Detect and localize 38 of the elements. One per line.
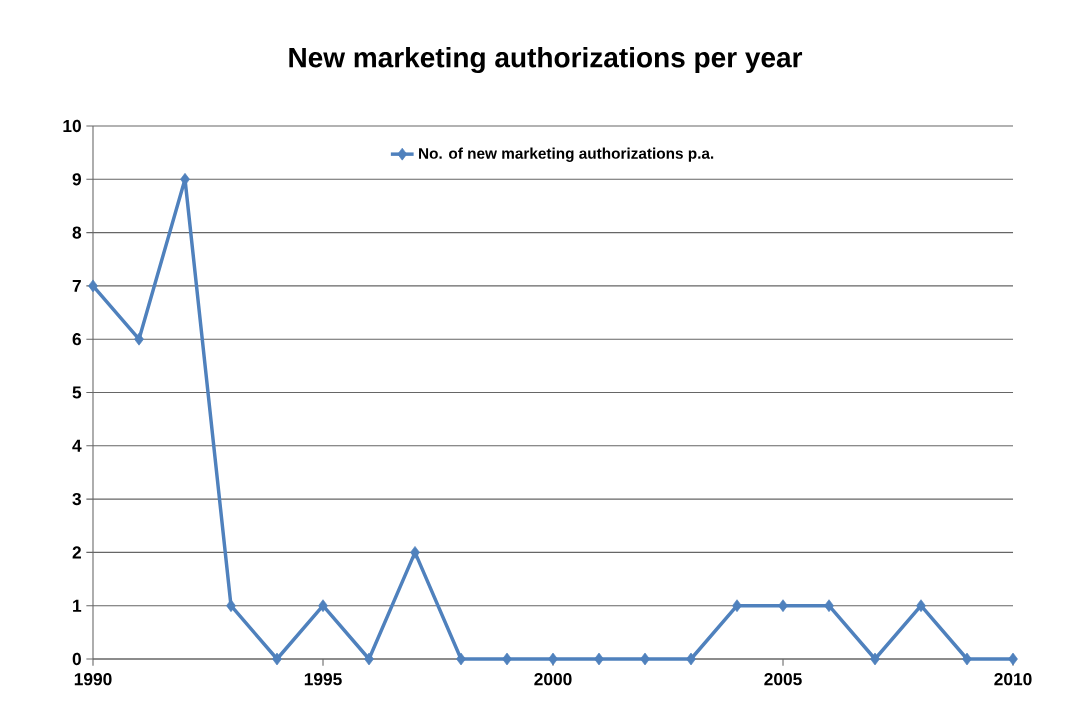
point — [916, 599, 926, 613]
point — [318, 599, 328, 613]
point — [778, 599, 788, 613]
x-tick-label: 2010 — [994, 673, 1032, 686]
point — [88, 279, 98, 293]
point — [870, 652, 880, 666]
point — [962, 652, 972, 666]
point — [824, 599, 834, 613]
y-tick-label: 10 — [63, 119, 81, 133]
y-tick-label: 3 — [72, 492, 82, 506]
y-tick-label: 1 — [73, 599, 82, 612]
point — [134, 332, 144, 346]
y-tick-label: 4 — [72, 439, 82, 452]
point — [502, 652, 512, 666]
y-tick-label: 6 — [72, 333, 82, 346]
point — [1008, 652, 1018, 666]
x-tick-label: 2005 — [764, 673, 802, 686]
y-tick-label: 5 — [72, 386, 82, 399]
y-tick-label: 9 — [72, 173, 81, 186]
point — [456, 652, 466, 666]
point — [686, 652, 696, 666]
x-tick-label: 1995 — [304, 673, 342, 686]
y-tick-label: 2 — [72, 546, 81, 559]
point — [226, 599, 236, 613]
point — [272, 652, 282, 666]
y-tick-label: 8 — [72, 226, 82, 239]
point — [548, 652, 558, 666]
point — [594, 652, 604, 666]
chart-title: New marketing authorizations per year — [289, 46, 803, 74]
legend-label: No. of new marketing authorizations p.a. — [419, 147, 714, 162]
x-tick-label: 1990 — [74, 673, 112, 686]
x-tick-label: 2000 — [534, 673, 572, 686]
point — [410, 546, 420, 559]
y-tick-label: 0 — [72, 652, 81, 666]
point — [364, 652, 374, 666]
y-tick-label: 7 — [72, 279, 81, 292]
point — [640, 652, 650, 666]
point — [732, 599, 742, 613]
